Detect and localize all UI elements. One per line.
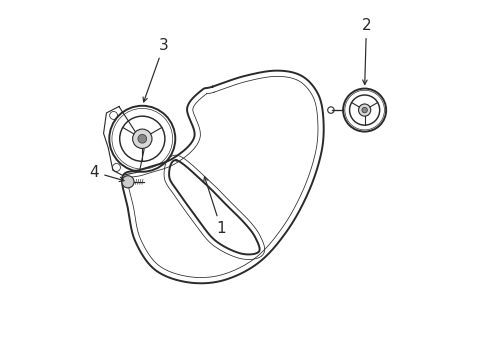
Circle shape bbox=[361, 107, 366, 113]
Circle shape bbox=[122, 176, 134, 188]
Circle shape bbox=[138, 134, 146, 143]
Text: 3: 3 bbox=[143, 38, 168, 102]
Circle shape bbox=[132, 129, 152, 148]
Text: 2: 2 bbox=[361, 18, 370, 85]
Text: 1: 1 bbox=[203, 177, 225, 236]
Circle shape bbox=[358, 104, 370, 116]
Text: 4: 4 bbox=[89, 165, 124, 181]
